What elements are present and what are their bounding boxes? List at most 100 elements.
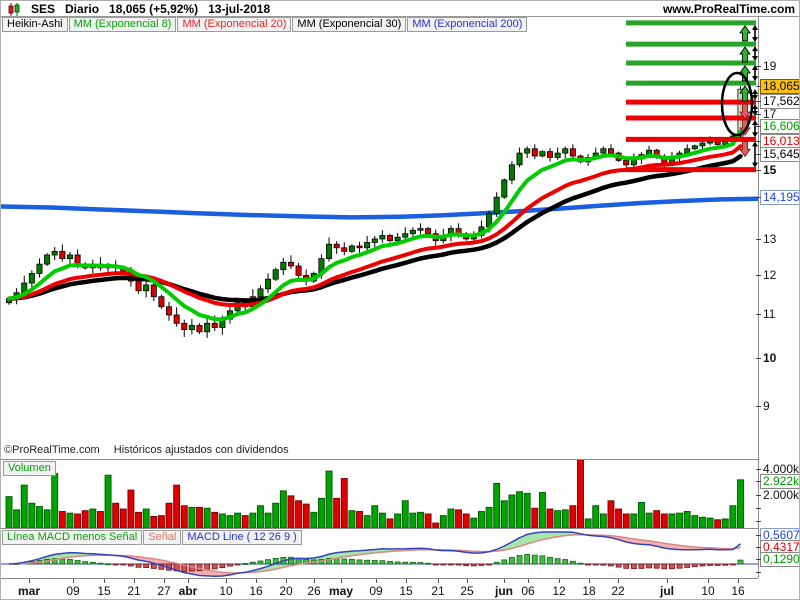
macd-histogram-bar: [646, 563, 652, 569]
legend-ema20[interactable]: MM (Exponencial 20): [177, 17, 292, 32]
volume-bar: [386, 518, 394, 528]
volume-bar: [28, 502, 36, 528]
volume-bar: [13, 509, 21, 528]
volume-bar: [127, 489, 135, 528]
candle: [386, 235, 393, 242]
macd-histogram-bar: [730, 563, 736, 566]
candle: [181, 322, 188, 331]
copyright-label: ©ProRealTime.com: [4, 444, 100, 456]
macd-histogram-bar: [577, 562, 584, 565]
volume-bar: [462, 513, 470, 528]
volume-bar: [546, 508, 554, 528]
volume-bar: [333, 497, 341, 528]
volume-bar: [112, 502, 120, 528]
time-axis-tick: [73, 579, 74, 583]
axis-value-badge: 0,1290: [760, 552, 799, 567]
volume-bar: [142, 508, 150, 528]
volume-bar: [645, 512, 653, 528]
volume-bar: [58, 511, 66, 528]
volume-label[interactable]: Volumen: [3, 461, 56, 476]
down-arrow: [739, 103, 751, 120]
time-axis-label: 25: [460, 584, 474, 598]
volume-bar: [325, 470, 333, 528]
legend-heikin-ashi[interactable]: Heikin-Ashi: [2, 17, 68, 32]
macd-histogram-bar: [128, 563, 134, 567]
candle: [402, 233, 409, 238]
legend-ema200[interactable]: MM (Exponencial 200): [407, 17, 528, 32]
macd-histogram-bar: [425, 562, 432, 565]
macd-fill-positive: [489, 532, 586, 552]
time-axis-label: 12: [552, 584, 566, 598]
axis-value-badge: 16,013: [760, 134, 799, 149]
time-axis-tick: [467, 579, 468, 583]
macd-histogram-bar: [89, 561, 96, 565]
volume-bar: [737, 479, 744, 528]
axis-border: [758, 16, 759, 578]
macd-histogram-bar: [341, 558, 348, 565]
macd-histogram-bar: [463, 563, 470, 567]
macd-histogram-bar: [516, 555, 523, 565]
macd-histogram-bar: [59, 558, 66, 565]
macd-histogram-bar: [493, 561, 500, 565]
legend-ema30[interactable]: MM (Exponencial 30): [292, 17, 407, 32]
macd-histogram-bar: [486, 563, 492, 566]
time-axis-label: 21: [127, 584, 141, 598]
macd-histogram-bar: [135, 563, 142, 568]
candle: [600, 148, 607, 154]
time-axis-label: 21: [431, 584, 445, 598]
macd-histogram-bar: [661, 563, 668, 570]
candle: [425, 228, 432, 235]
volume-legend: Volumen: [3, 461, 56, 476]
macd-histogram-bar: [737, 559, 744, 565]
macd-hist-label[interactable]: Línea MACD menos Señal: [2, 530, 143, 545]
volume-canvas[interactable]: [1, 460, 758, 528]
macd-histogram-bar: [608, 563, 614, 567]
axis-value-badge: 17,562: [760, 94, 799, 109]
macd-line-label[interactable]: MACD Line ( 12 26 9 ): [182, 530, 302, 545]
axis-label: 9: [763, 399, 770, 413]
volume-bar: [20, 484, 28, 528]
candle: [714, 141, 721, 145]
macd-histogram-bar: [448, 563, 454, 566]
time-axis-tick: [504, 579, 505, 583]
volume-bar: [104, 474, 112, 528]
macd-signal-label[interactable]: Señal: [143, 530, 182, 545]
price-chart-canvas[interactable]: [1, 17, 758, 459]
volume-bar: [173, 484, 181, 528]
time-axis-tick: [376, 579, 377, 583]
volume-bar: [394, 513, 402, 528]
volume-bar: [493, 483, 501, 528]
axis-value-badge: 2.922k: [760, 474, 799, 489]
volume-bar: [477, 511, 485, 528]
macd-histogram-bar: [417, 562, 424, 565]
volume-bar: [729, 505, 737, 528]
volume-bar: [302, 503, 310, 528]
volume-bar: [508, 494, 516, 528]
macd-histogram-bar: [432, 563, 439, 566]
time-axis-tick: [438, 579, 439, 583]
macd-histogram-bar: [539, 555, 546, 565]
time-axis-tick: [256, 579, 257, 583]
candle: [272, 269, 279, 280]
macd-histogram-bar: [600, 563, 607, 566]
volume-bar: [409, 512, 417, 528]
up-arrow: [739, 85, 751, 102]
macd-histogram-bar: [554, 558, 561, 565]
volume-bar: [561, 509, 569, 528]
time-axis-label: 22: [611, 584, 625, 598]
macd-canvas[interactable]: [1, 529, 758, 578]
time-axis-label: 06: [521, 584, 535, 598]
candle: [59, 250, 66, 260]
legend-ema8[interactable]: MM (Exponencial 8): [68, 17, 177, 32]
macd-histogram-bar: [51, 558, 58, 565]
candle: [691, 145, 698, 150]
site-link[interactable]: www.ProRealTime.com: [662, 2, 795, 16]
volume-bar: [706, 517, 714, 528]
volume-bar: [599, 513, 607, 528]
volume-bar: [378, 512, 386, 528]
candle: [326, 243, 333, 260]
volume-bar: [721, 518, 729, 528]
time-axis-tick: [164, 579, 165, 583]
macd-histogram-bar: [97, 562, 104, 565]
last-quote-label: 18,065 (+5,92%): [109, 2, 199, 16]
